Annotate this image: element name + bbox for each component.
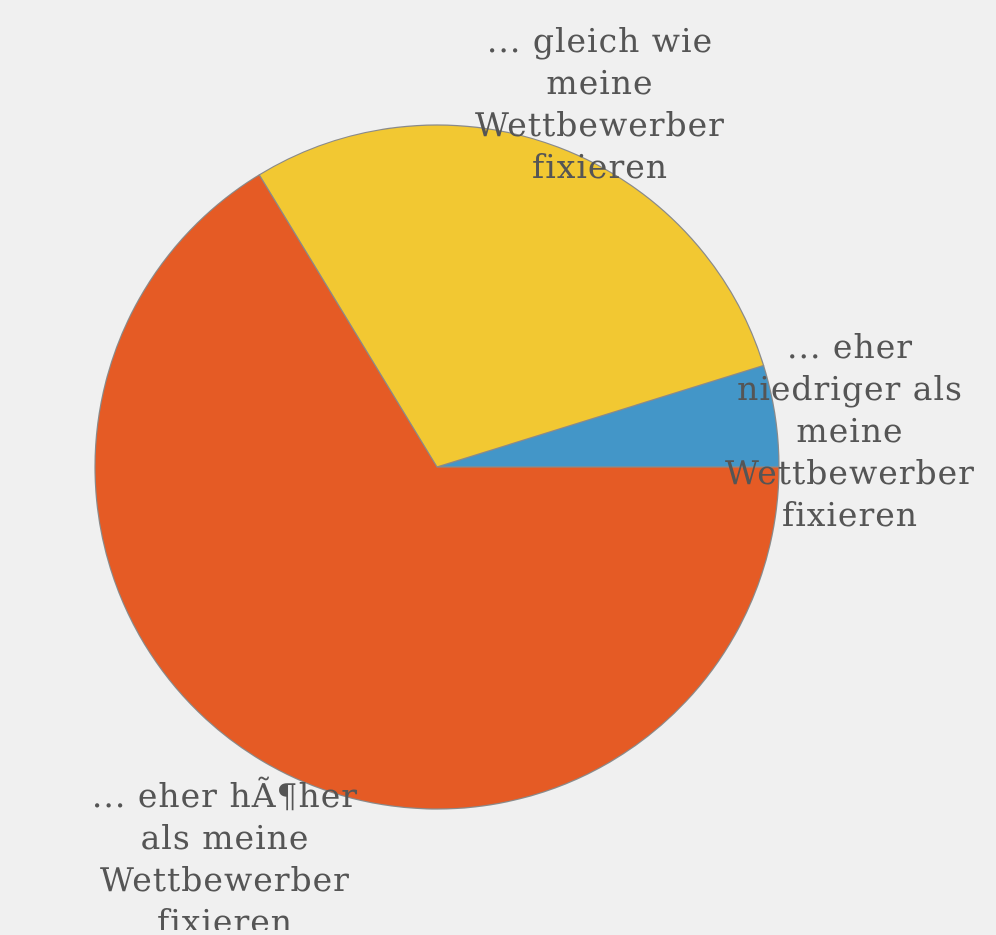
labels-layer: ... eher niedriger als meine Wettbewerber fi…: [92, 21, 975, 935]
slice-label-line: meine: [546, 63, 653, 102]
pie-slice-3: [94, 174, 780, 810]
slice-label-line: Wettbewerber: [475, 105, 725, 144]
slice-label-line: meine: [796, 411, 903, 450]
slice-label-line: niedriger als: [737, 369, 963, 408]
slice-label-line: Wettbewerber: [100, 860, 350, 899]
slice-label-line: als meine: [141, 818, 310, 857]
slice-label-line: fixieren: [532, 147, 668, 186]
slice-label-line: ... eher hÃ¶her: [92, 776, 358, 815]
slice-label-1: ... eher niedriger als meine Wettbewerber fi…: [725, 327, 975, 534]
slice-label-line: fixieren: [782, 495, 918, 534]
slice-label-line: fixieren: [157, 902, 293, 930]
slice-label-line: Wettbewerber: [725, 453, 975, 492]
slice-label-2: ... gleich wie meine Wettbewerber fixieren: [475, 21, 725, 186]
slice-label-3: ... eher hÃ¶her als meine Wettbewerber fixi…: [92, 776, 358, 930]
slices-layer: [94, 124, 780, 810]
slice-label-line: ... gleich wie: [487, 21, 713, 60]
slice-label-line: ... eher: [787, 327, 913, 366]
